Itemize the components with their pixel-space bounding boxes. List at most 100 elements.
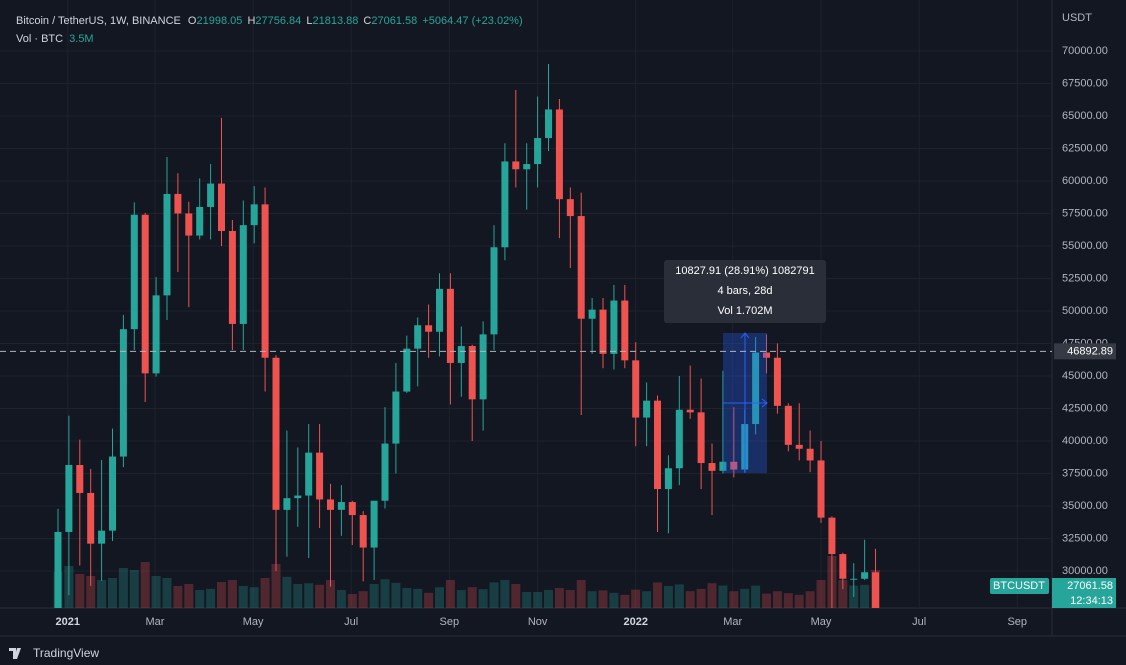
y-tick-label: 57500.00 [1062, 207, 1108, 219]
volume-bar [369, 584, 379, 608]
candle-body [763, 352, 771, 358]
candle-body [446, 288, 454, 363]
volume-bar [140, 562, 150, 608]
candle-body [708, 463, 716, 471]
y-tick-label: 50000.00 [1062, 305, 1108, 317]
candle-body [119, 329, 127, 457]
volume-bar [860, 584, 870, 608]
x-tick-label: May [243, 616, 264, 628]
volume-bar [118, 568, 128, 608]
candle-body [697, 412, 705, 464]
candle-body [773, 357, 781, 406]
volume-bar [794, 594, 804, 608]
candle-body [577, 216, 585, 319]
volume-bar [511, 584, 521, 608]
volume-bar [565, 590, 575, 608]
y-tick-label: 52500.00 [1062, 272, 1108, 284]
candle-body [861, 572, 869, 579]
volume-bar [663, 586, 673, 608]
volume-bar [304, 583, 314, 608]
last-price-text: 27061.58 [1067, 580, 1113, 592]
candles [54, 63, 880, 608]
candle-body [512, 161, 520, 170]
candle-body [108, 456, 116, 531]
candle-body [643, 400, 651, 418]
volume-bar [216, 582, 226, 608]
volume-bar [380, 579, 390, 608]
candle-body [654, 400, 662, 490]
measure-text: Vol 1.702M [717, 305, 772, 317]
y-tick-label: 45000.00 [1062, 370, 1108, 382]
x-tick-label: Jul [912, 616, 926, 628]
volume-bar [696, 588, 706, 608]
volume-bar [718, 585, 728, 608]
footer: TradingView [9, 646, 99, 660]
candle-body [217, 183, 225, 232]
x-tick-label: Sep [440, 616, 460, 628]
y-tick-label: 35000.00 [1062, 500, 1108, 512]
volume-bar [816, 580, 826, 608]
candle-body [381, 443, 389, 501]
volume-bar [227, 580, 237, 608]
volume-bar [478, 589, 488, 608]
candle-body [337, 502, 345, 510]
symbol-tag [990, 578, 1049, 594]
volume-bar [435, 587, 445, 608]
volume-bar [260, 578, 270, 608]
candle-body [806, 448, 814, 461]
volume-bar [173, 586, 183, 608]
volume-bar [293, 584, 303, 608]
candle-body [599, 309, 607, 354]
x-tick-label: 2021 [56, 616, 80, 628]
y-tick-label: 70000.00 [1062, 45, 1108, 57]
volume-value: 3.5M [69, 33, 93, 45]
candle-body [686, 409, 694, 413]
candle-body [490, 247, 498, 335]
volume-bar [162, 578, 172, 608]
volume-bar [86, 576, 96, 608]
volume-bar [456, 590, 466, 608]
volume-bar [391, 582, 401, 608]
volume-bar [533, 592, 543, 608]
candle-body [795, 444, 803, 449]
volume-bar [413, 588, 423, 608]
volume-bar [424, 592, 434, 608]
x-tick-label: May [811, 616, 832, 628]
volume-bar [151, 576, 161, 608]
volume-bar [347, 594, 357, 608]
candle-body [261, 204, 269, 358]
y-tick-label: 30000.00 [1062, 565, 1108, 577]
candle-body [555, 109, 563, 200]
x-tick-label: Sep [1007, 616, 1027, 628]
measure-arrow [740, 332, 750, 339]
volume-bar [326, 580, 336, 608]
volume-bar [772, 591, 782, 608]
volume-bar [107, 578, 117, 608]
candle-body [436, 288, 444, 332]
candle-body [566, 199, 574, 217]
volume-bar [336, 590, 346, 608]
volume-bar [642, 591, 652, 608]
ohlc-value: 27061.58 [371, 15, 417, 27]
y-tick-label: 42500.00 [1062, 402, 1108, 414]
candle-body [545, 109, 553, 139]
y-tick-label: 62500.00 [1062, 142, 1108, 154]
volume-bar [489, 582, 499, 608]
volume-bar [282, 576, 292, 608]
candle-body [272, 357, 280, 510]
candle-body [65, 465, 73, 532]
candle-body [784, 405, 792, 445]
candle-body [621, 300, 629, 361]
candle-body [730, 461, 738, 470]
candle-body [239, 225, 247, 324]
candle-body [425, 325, 433, 332]
volume-bar [631, 589, 641, 608]
candle-body [141, 214, 149, 374]
x-tick-label: Nov [528, 616, 548, 628]
candle-body [839, 554, 847, 579]
volume-bar [783, 593, 793, 608]
candle-body [370, 500, 378, 548]
candle-body [588, 309, 596, 319]
countdown: 12:34:13 [1070, 595, 1113, 607]
